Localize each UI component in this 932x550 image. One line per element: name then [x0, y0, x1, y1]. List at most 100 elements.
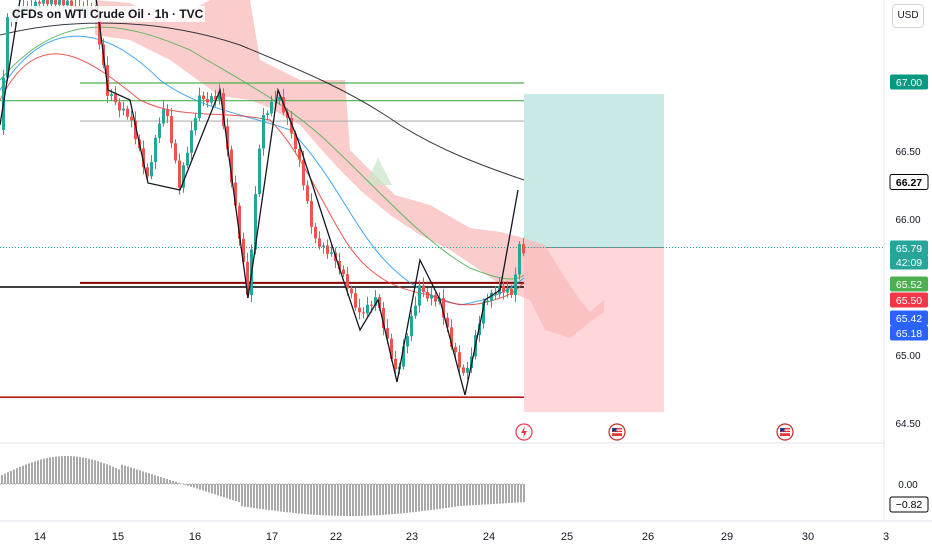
cloud-area	[95, 0, 604, 338]
flag-stripe	[612, 432, 622, 434]
candle-body	[310, 201, 313, 227]
time-tick-label: 16	[189, 531, 201, 543]
price-label: 65.42	[896, 313, 922, 325]
candle-body	[186, 152, 189, 166]
us-flag-icon	[776, 423, 794, 441]
candle-body	[486, 300, 489, 303]
candle-body	[490, 292, 493, 301]
candle-body	[278, 96, 281, 100]
flag-canton	[612, 428, 617, 432]
candle-body	[318, 238, 321, 247]
price-label-box	[890, 74, 928, 90]
candle-body	[322, 245, 325, 247]
candle-body	[346, 274, 349, 289]
candle-body	[422, 285, 425, 292]
candle-body	[402, 346, 405, 367]
candle-body	[222, 93, 225, 127]
candle-body	[70, 0, 73, 6]
candle-body	[238, 205, 241, 239]
candle-body	[418, 285, 421, 306]
candle-body	[338, 261, 341, 270]
candle-body	[122, 108, 125, 111]
flash-icon	[515, 423, 533, 441]
time-tick-label: 22	[330, 531, 342, 543]
candle-body	[154, 137, 157, 163]
candle-body	[270, 101, 273, 114]
candle-body	[230, 149, 233, 183]
candle-body	[298, 149, 301, 160]
candle-body	[522, 244, 525, 254]
price-tick-label: 65.00	[895, 351, 920, 362]
candle-body	[370, 304, 373, 306]
candle-body	[66, 0, 69, 6]
candle-body	[514, 274, 517, 295]
oscillator-pane	[0, 442, 884, 516]
ma-red	[0, 53, 525, 306]
candle-body	[274, 99, 277, 102]
candle-body	[182, 165, 185, 188]
candle-body	[118, 102, 121, 111]
candle-body	[454, 346, 457, 353]
candle-body	[410, 315, 413, 337]
candle-body	[166, 109, 169, 117]
candle-body	[34, 1, 37, 10]
osc-value-box	[889, 496, 929, 513]
candle-body	[158, 123, 161, 138]
candle-body	[466, 368, 469, 373]
candle-body	[62, 0, 65, 6]
candle-body	[314, 226, 317, 239]
candle-body	[366, 304, 369, 314]
candle-body	[358, 307, 361, 313]
price-tick-label: 64.50	[895, 419, 920, 430]
flag-stripe	[612, 429, 622, 431]
price-label-box	[890, 325, 928, 341]
price-label-box	[890, 292, 928, 308]
candle-body	[210, 96, 213, 103]
candle-body	[390, 338, 393, 359]
candle-body	[434, 295, 437, 302]
time-tick-label: 29	[721, 531, 733, 543]
price-label: 66.27	[896, 177, 922, 189]
candle-body	[382, 307, 385, 329]
time-tick-label: 30	[802, 531, 814, 543]
countdown-box	[890, 254, 928, 270]
candle-body	[126, 108, 129, 117]
time-tick-label: 14	[34, 531, 46, 543]
flag-stripe	[780, 429, 790, 431]
candle-body	[234, 182, 237, 206]
candle-body	[326, 245, 329, 254]
countdown-label: 42:09	[896, 257, 922, 269]
price-label: 65.50	[896, 295, 922, 307]
us-flag-icon	[608, 423, 626, 441]
candle-body	[266, 113, 269, 116]
flash-bolt	[521, 426, 527, 438]
candle-body	[206, 99, 209, 103]
price-tick-label: 66.00	[895, 215, 920, 226]
price-label: 65.79	[896, 243, 922, 255]
price-label: 65.18	[896, 328, 922, 340]
candle-body	[414, 305, 417, 316]
candle-body	[482, 302, 485, 324]
candle-body	[38, 1, 41, 4]
time-tick-label: 17	[266, 531, 278, 543]
candle-body	[226, 126, 229, 150]
ichimoku-cloud	[95, 0, 604, 338]
candle-body	[58, 0, 61, 5]
time-tick-label: 26	[642, 531, 654, 543]
candle-body	[198, 95, 201, 118]
candle-body	[478, 323, 481, 336]
price-label-box	[890, 310, 928, 326]
candle-body	[502, 286, 505, 293]
candle-body	[294, 133, 297, 149]
time-tick-label: 25	[561, 531, 573, 543]
currency-button[interactable]: USD	[892, 4, 924, 28]
candle-body	[242, 238, 245, 262]
candle-body	[342, 269, 345, 275]
candle-body	[218, 93, 221, 100]
candle-body	[306, 185, 309, 202]
candle-body	[246, 261, 249, 295]
cloud-green-patch	[365, 158, 392, 185]
level-lines	[0, 82, 884, 398]
